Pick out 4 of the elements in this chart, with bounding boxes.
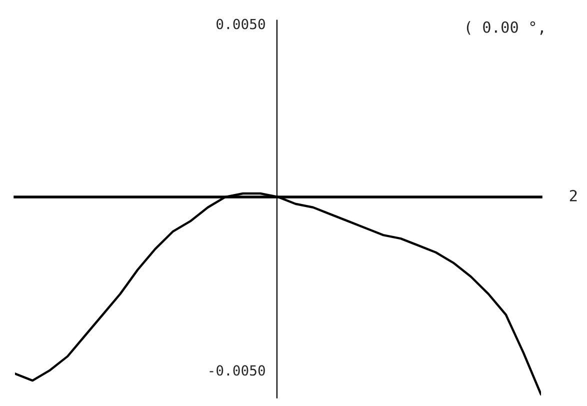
y-tick-label: 0.0050 [216, 18, 265, 30]
y-tick-label: -0.0050 [210, 365, 265, 376]
annotation: ( 0.00 °, [466, 21, 543, 35]
x-axis-title: 2 [570, 190, 577, 202]
